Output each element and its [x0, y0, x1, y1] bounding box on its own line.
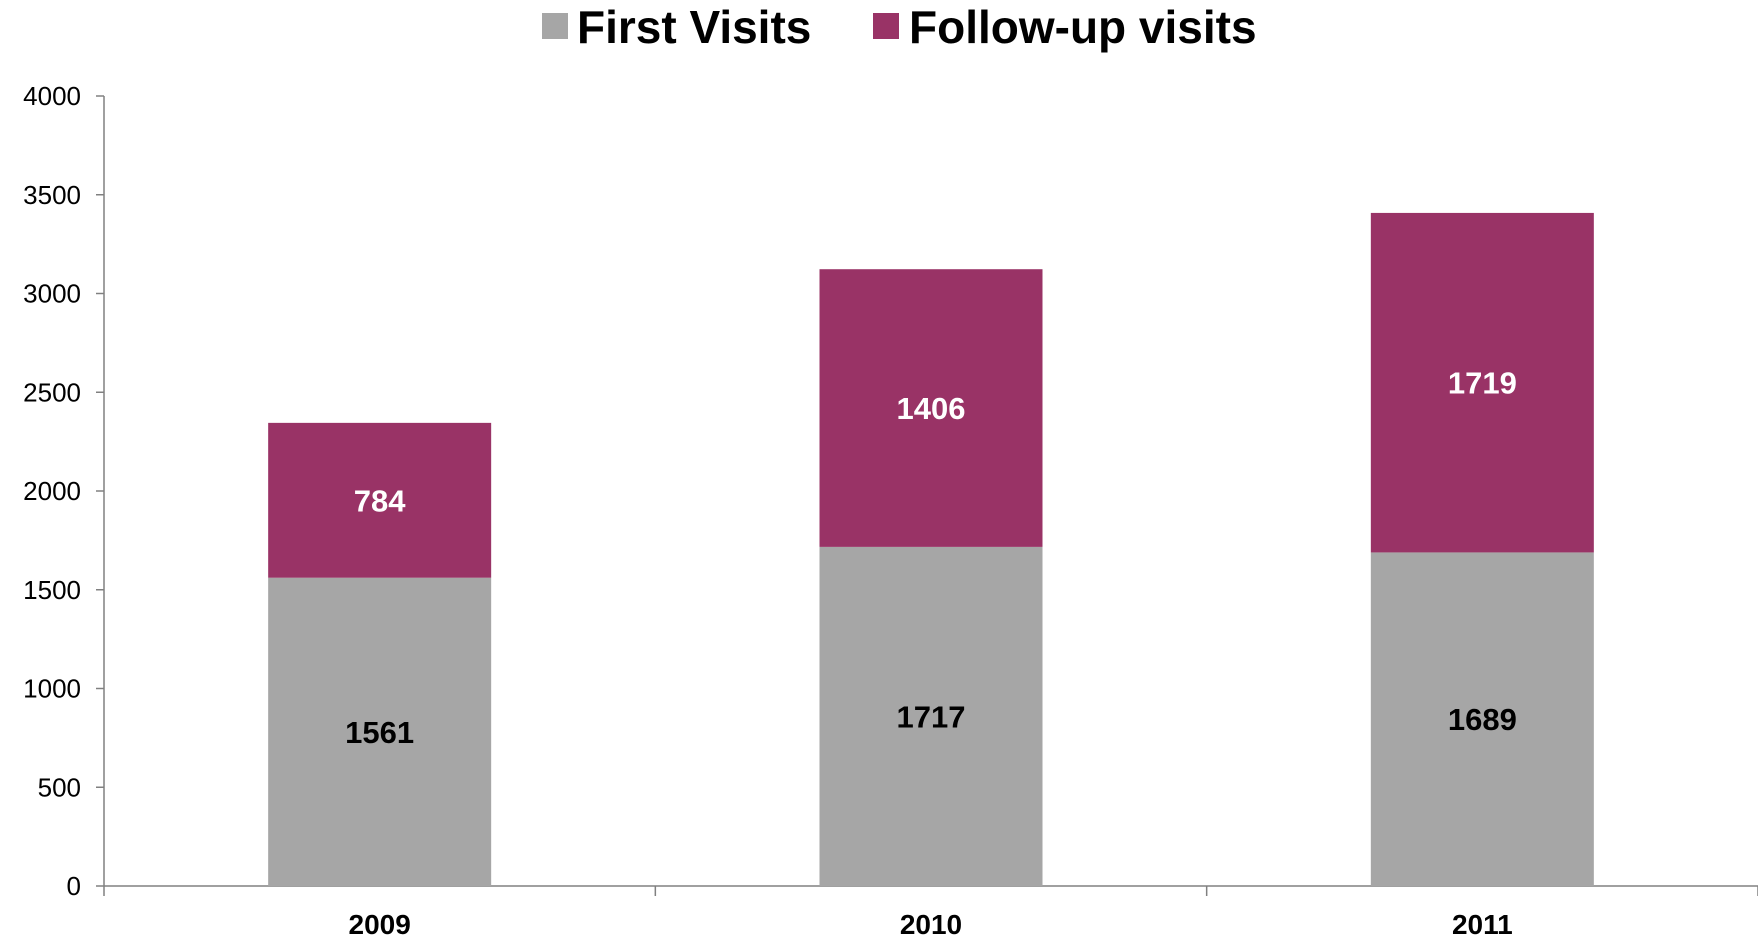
y-tick-label: 3000	[23, 279, 81, 309]
legend-label-first-visits: First Visits	[577, 1, 811, 53]
bar-first-visits-2010	[819, 546, 1043, 886]
y-tick-label: 4000	[23, 81, 81, 111]
y-tick-label: 3500	[23, 180, 81, 210]
y-tick-label: 2500	[23, 377, 81, 407]
x-tick-label-2009: 2009	[349, 909, 411, 938]
y-tick-label: 500	[38, 772, 81, 802]
bar-first-visits-2009	[268, 577, 492, 886]
data-label-first-visits-2009: 1561	[345, 715, 414, 750]
x-tick-label-2010: 2010	[900, 909, 962, 938]
bar-follow-up-visits-2010	[819, 269, 1043, 547]
data-label-follow-up-visits-2009: 784	[354, 483, 406, 518]
legend: First Visits Follow-up visits	[542, 1, 1257, 53]
data-label-follow-up-visits-2010: 1406	[897, 391, 966, 426]
y-tick-label: 1500	[23, 575, 81, 605]
y-tick-label: 1000	[23, 674, 81, 704]
bar-follow-up-visits-2011	[1370, 212, 1594, 553]
legend-swatch-follow-up-visits	[873, 13, 899, 39]
x-tick-label-2011: 2011	[1452, 909, 1513, 938]
y-tick-label: 0	[67, 871, 81, 901]
legend-label-follow-up-visits: Follow-up visits	[909, 1, 1257, 53]
data-label-first-visits-2010: 1717	[897, 699, 966, 734]
plot-area: 0 500 1000 1500 2000 2500 3000 3500 4000 1561 784 2…	[23, 81, 1758, 938]
legend-swatch-first-visits	[542, 13, 568, 39]
data-label-follow-up-visits-2011: 1719	[1448, 366, 1517, 401]
bar-follow-up-visits-2009	[268, 422, 492, 578]
y-tick-label: 2000	[23, 476, 81, 506]
bar-first-visits-2011	[1370, 552, 1594, 886]
data-label-first-visits-2011: 1689	[1448, 702, 1517, 737]
